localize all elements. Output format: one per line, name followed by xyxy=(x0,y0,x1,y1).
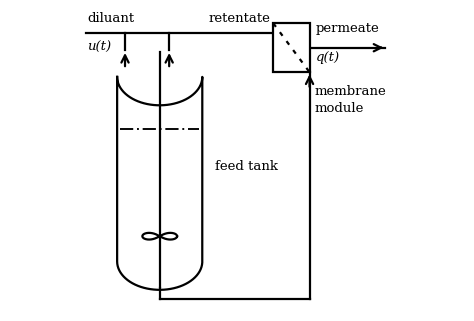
Text: membrane
module: membrane module xyxy=(314,85,386,115)
Text: permeate: permeate xyxy=(316,22,380,35)
Bar xyxy=(273,23,310,72)
Text: u(t): u(t) xyxy=(87,41,111,54)
Text: feed tank: feed tank xyxy=(215,160,278,173)
Text: diluant: diluant xyxy=(87,12,134,25)
Text: retentate: retentate xyxy=(208,12,270,25)
Text: q(t): q(t) xyxy=(316,51,340,64)
